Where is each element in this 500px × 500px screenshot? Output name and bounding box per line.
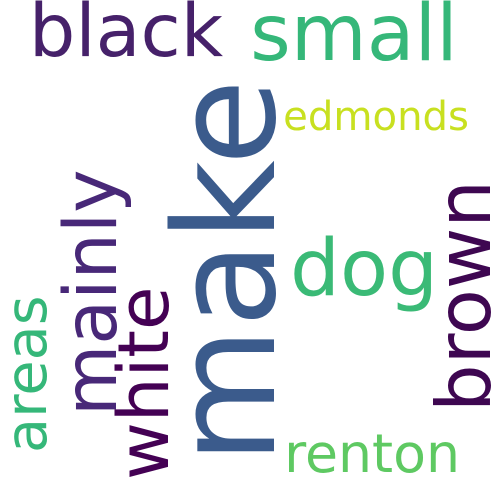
word-dog: dog <box>290 221 439 314</box>
word-renton: renton <box>284 422 460 486</box>
word-small: small <box>250 0 458 79</box>
word-edmonds: edmonds <box>283 94 469 141</box>
word-black: black <box>28 0 224 75</box>
word-white: white <box>101 286 185 480</box>
word-brown: brown <box>419 180 500 412</box>
word-areas: areas <box>0 295 60 454</box>
